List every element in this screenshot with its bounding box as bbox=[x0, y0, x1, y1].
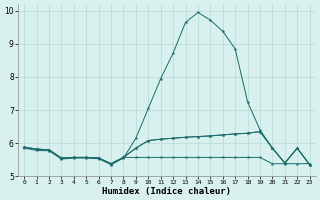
X-axis label: Humidex (Indice chaleur): Humidex (Indice chaleur) bbox=[102, 187, 231, 196]
